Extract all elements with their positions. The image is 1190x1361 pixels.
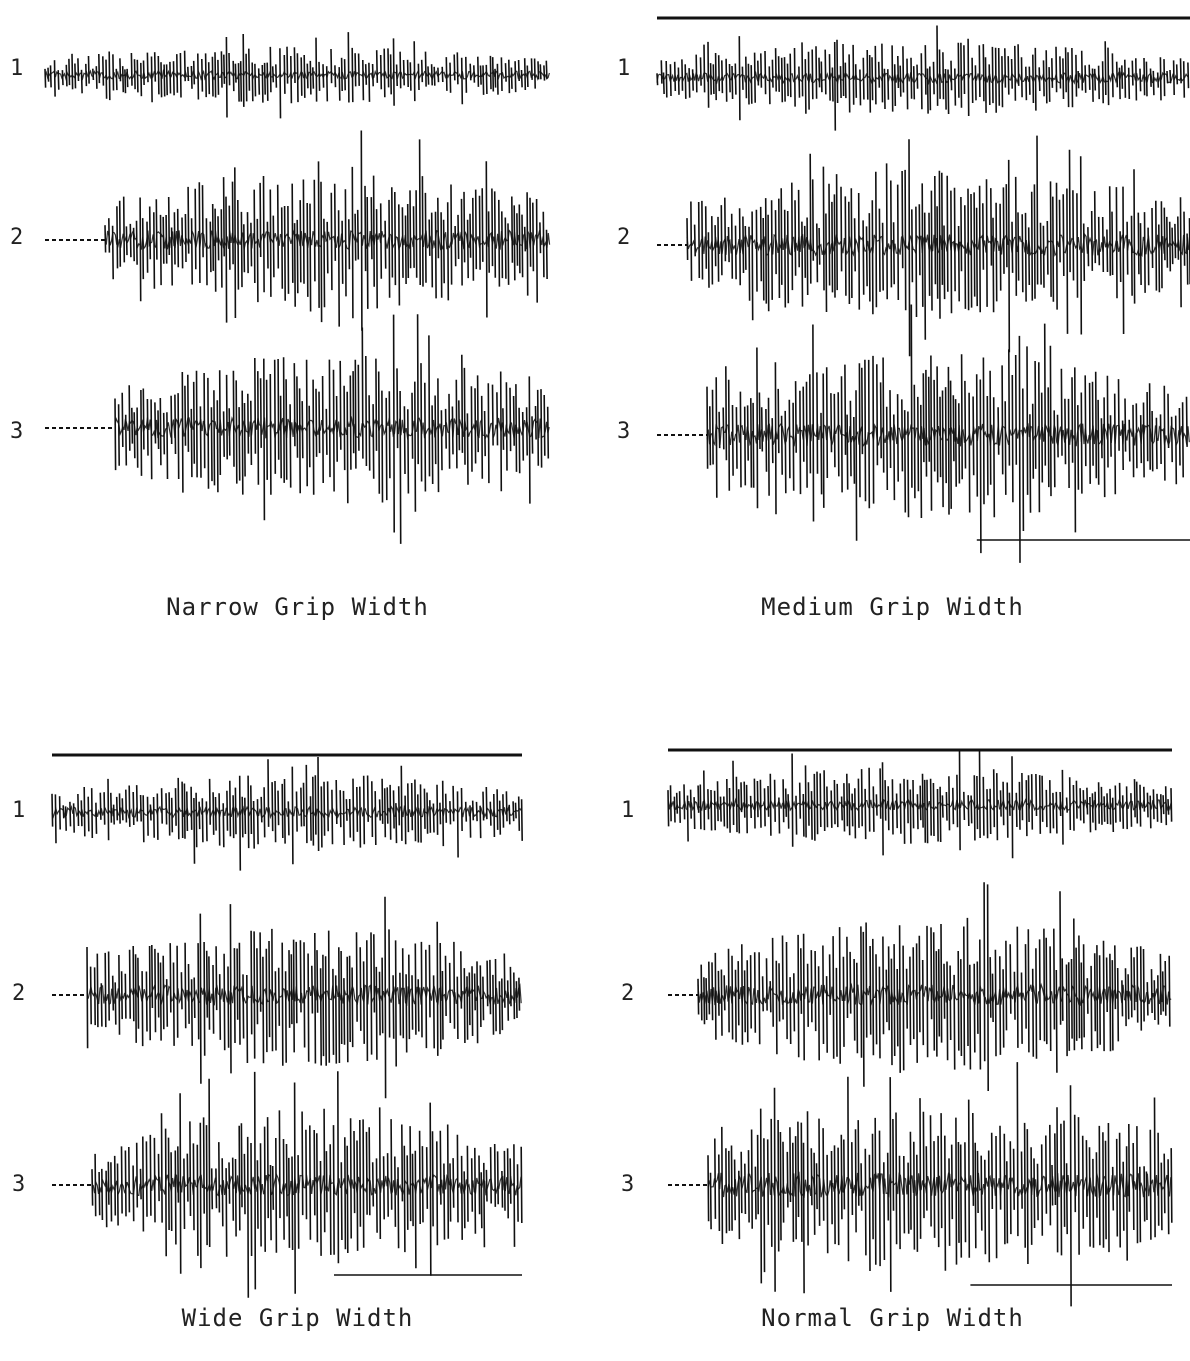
emg-traces-narrow xyxy=(44,32,551,544)
channel-label-2: 2 xyxy=(617,225,631,250)
channel-label-1: 1 xyxy=(621,798,635,823)
panel-wide-grip: 1 2 3 Wide Grip Width xyxy=(0,680,595,1360)
panel-narrow-grip: 1 2 3 Narrow Grip Width xyxy=(0,0,595,680)
emg-trace-channel-1 xyxy=(51,756,523,871)
emg-trace-channel-2 xyxy=(668,882,1172,1092)
channel-label-3: 3 xyxy=(621,1172,635,1197)
channel-label-3: 3 xyxy=(12,1172,26,1197)
emg-trace-channel-3 xyxy=(668,1062,1173,1307)
emg-trace-channel-1 xyxy=(656,25,1190,131)
emg-trace-channel-2 xyxy=(657,135,1190,357)
channel-label-1: 1 xyxy=(10,56,24,81)
panel-caption: Normal Grip Width xyxy=(761,1304,1024,1332)
emg-traces-normal xyxy=(667,748,1173,1307)
channel-label-2: 2 xyxy=(10,225,24,250)
emg-trace-channel-2 xyxy=(52,896,522,1099)
emg-traces-medium xyxy=(656,16,1190,563)
panel-caption: Narrow Grip Width xyxy=(166,593,429,621)
channel-label-1: 1 xyxy=(12,798,26,823)
emg-traces-wide xyxy=(51,753,523,1298)
emg-trace-channel-2 xyxy=(45,130,551,331)
panel-caption: Wide Grip Width xyxy=(181,1304,414,1332)
emg-trace-channel-3 xyxy=(52,1071,523,1298)
panel-medium-grip: 1 2 3 Medium Grip Width xyxy=(595,0,1190,680)
channel-label-2: 2 xyxy=(621,981,635,1006)
emg-trace-channel-3 xyxy=(657,304,1190,563)
emg-trace-channel-3 xyxy=(45,314,550,544)
panel-caption: Medium Grip Width xyxy=(761,593,1024,621)
emg-trace-channel-1 xyxy=(667,749,1173,859)
channel-label-3: 3 xyxy=(10,419,24,444)
panel-normal-grip: 1 2 3 Normal Grip Width xyxy=(595,680,1190,1360)
channel-label-2: 2 xyxy=(12,981,26,1006)
emg-trace-channel-1 xyxy=(44,32,550,119)
channel-label-3: 3 xyxy=(617,419,631,444)
channel-label-1: 1 xyxy=(617,56,631,81)
